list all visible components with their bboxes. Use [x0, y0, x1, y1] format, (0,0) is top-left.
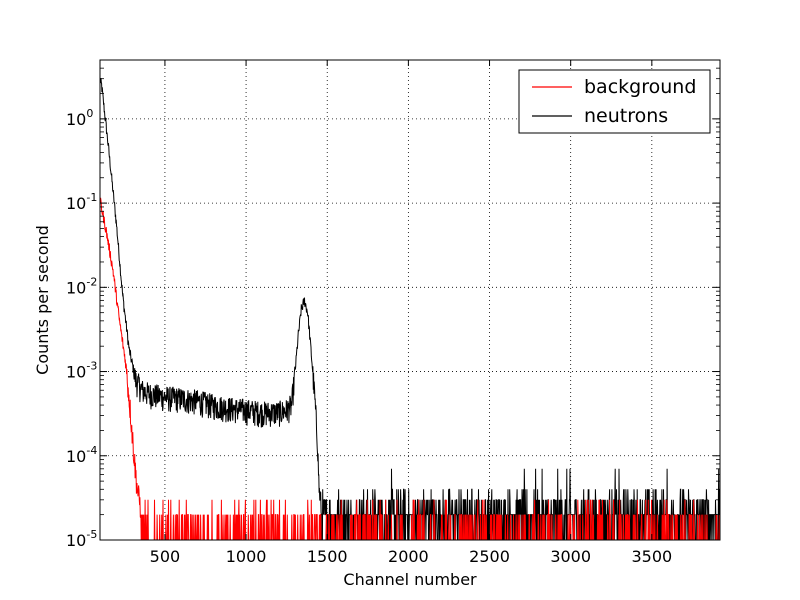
y-tick-label: 10-5 [66, 528, 97, 550]
legend-label-background: background [584, 76, 696, 98]
y-tick-base: 10 [66, 110, 86, 129]
y-tick-base: 10 [66, 363, 86, 382]
y-tick-label: 10-3 [66, 360, 97, 382]
y-tick-exponent: -1 [86, 191, 97, 204]
y-tick-label: 10-2 [66, 275, 97, 297]
legend: background neutrons [518, 69, 711, 134]
x-tick-label: 2000 [388, 547, 429, 566]
series-line-neutrons [100, 78, 720, 540]
x-axis-label: Channel number [343, 570, 477, 589]
y-tick-exponent: -3 [86, 360, 97, 373]
y-tick-base: 10 [66, 447, 86, 466]
series-line-background [100, 197, 720, 540]
x-tick-label: 3000 [550, 547, 591, 566]
y-tick-label: 10-1 [66, 191, 97, 213]
y-tick-exponent: -2 [86, 275, 97, 288]
x-tick-label: 3500 [631, 547, 672, 566]
y-tick-exponent: 0 [86, 107, 93, 120]
legend-label-neutrons: neutrons [584, 105, 668, 127]
y-tick-label: 100 [66, 107, 93, 129]
y-tick-exponent: -4 [86, 444, 97, 457]
x-tick-label: 1000 [226, 547, 267, 566]
x-tick-label: 2500 [469, 547, 510, 566]
y-tick-exponent: -5 [86, 528, 97, 541]
legend-frame [518, 69, 711, 134]
y-tick-base: 10 [66, 278, 86, 297]
x-tick-label: 500 [150, 547, 181, 566]
axes-ticks: 500 1000 1500 2000 2500 3000 350010-510-410-31… [66, 59, 720, 566]
y-axis-label: Counts per second [33, 225, 52, 375]
y-tick-base: 10 [66, 531, 86, 550]
x-tick-label: 1500 [307, 547, 348, 566]
y-tick-base: 10 [66, 194, 86, 213]
plot-area [100, 78, 720, 540]
y-tick-label: 10-4 [66, 444, 97, 466]
